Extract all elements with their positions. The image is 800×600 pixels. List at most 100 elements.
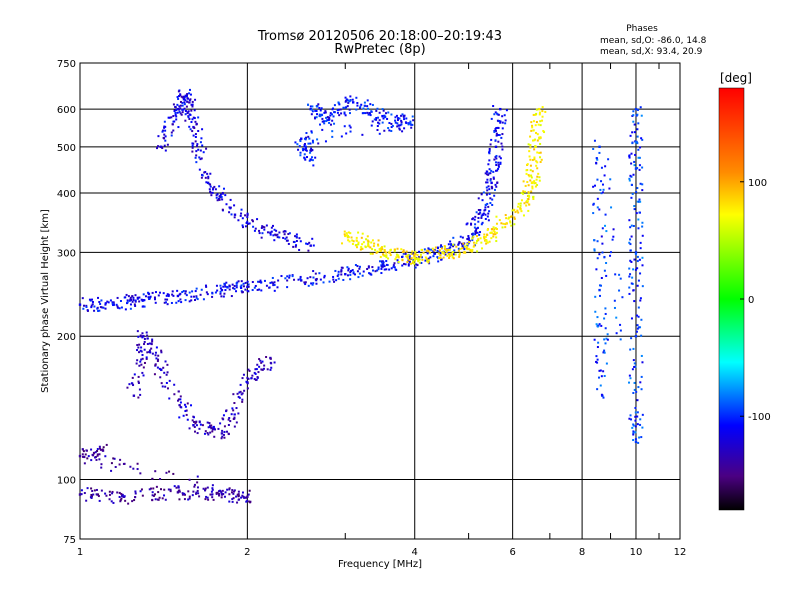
data-point	[383, 114, 386, 117]
data-point	[634, 411, 637, 414]
data-point	[619, 323, 622, 326]
data-point	[411, 115, 414, 118]
data-point	[304, 281, 307, 284]
data-point	[198, 168, 201, 171]
data-point	[188, 117, 191, 120]
data-point	[436, 246, 439, 249]
data-point	[633, 258, 636, 261]
data-point	[474, 230, 477, 233]
data-point	[528, 175, 531, 178]
data-point	[414, 250, 417, 253]
data-point	[120, 306, 123, 309]
data-point	[522, 214, 525, 217]
data-point	[497, 161, 500, 164]
data-point	[347, 267, 350, 270]
data-point	[273, 281, 276, 284]
data-point	[191, 103, 194, 106]
data-point	[193, 127, 196, 130]
data-point	[443, 252, 446, 255]
data-point	[221, 208, 224, 211]
data-point	[397, 261, 400, 264]
data-point	[479, 231, 482, 234]
data-point	[377, 239, 380, 242]
data-point	[408, 255, 411, 258]
data-point	[486, 215, 489, 218]
data-point	[315, 282, 318, 285]
data-point	[510, 215, 513, 218]
data-point	[192, 295, 195, 298]
data-point	[351, 98, 354, 101]
data-point	[315, 279, 318, 282]
data-point	[124, 308, 127, 311]
data-point	[602, 370, 605, 373]
data-point	[200, 176, 203, 179]
data-point	[194, 133, 197, 136]
data-point	[88, 298, 91, 301]
data-point	[245, 380, 248, 383]
data-point	[304, 149, 307, 152]
data-point	[164, 149, 167, 152]
data-point	[355, 239, 358, 242]
data-point	[276, 286, 279, 289]
data-point	[324, 140, 327, 143]
data-point	[633, 362, 636, 365]
data-point	[222, 414, 225, 417]
data-point	[146, 337, 149, 340]
data-point	[310, 156, 313, 159]
data-point	[222, 187, 225, 190]
data-point	[176, 294, 180, 298]
data-point	[495, 132, 498, 135]
data-point	[160, 382, 163, 385]
data-point	[242, 495, 245, 498]
data-point	[499, 162, 502, 165]
data-point	[531, 187, 534, 190]
data-point	[140, 488, 143, 491]
data-point	[418, 258, 421, 261]
data-point	[601, 183, 604, 186]
data-point	[401, 259, 404, 262]
data-point	[231, 407, 234, 410]
data-point	[343, 111, 346, 114]
y-tick-label: 600	[57, 105, 76, 116]
data-point	[309, 151, 312, 154]
data-point	[179, 298, 182, 301]
data-point	[598, 323, 601, 326]
data-point	[270, 366, 273, 369]
data-point	[146, 343, 149, 346]
data-point	[288, 274, 291, 277]
data-point	[409, 120, 412, 123]
data-point	[232, 492, 235, 495]
data-point	[223, 283, 226, 286]
data-point	[637, 122, 640, 125]
data-point	[614, 273, 617, 276]
data-point	[632, 424, 635, 427]
data-point	[397, 256, 400, 259]
data-point	[438, 249, 441, 252]
data-point	[246, 495, 249, 498]
data-point	[215, 491, 218, 494]
data-point	[211, 496, 214, 499]
data-point	[638, 211, 641, 214]
data-point	[159, 376, 162, 379]
data-point	[256, 376, 259, 379]
data-point	[477, 208, 480, 211]
data-point	[312, 244, 315, 247]
data-point	[346, 234, 349, 237]
data-point	[196, 143, 199, 146]
data-point	[337, 101, 340, 104]
data-point	[629, 273, 632, 276]
data-point	[348, 124, 351, 127]
data-point	[180, 113, 183, 116]
data-point	[640, 137, 643, 140]
data-point	[606, 338, 609, 341]
data-point	[90, 459, 93, 462]
data-point	[360, 236, 363, 239]
data-point	[495, 228, 498, 231]
data-point	[139, 393, 142, 396]
data-point	[489, 179, 492, 182]
data-point	[157, 145, 160, 148]
data-point	[219, 284, 222, 287]
data-point	[631, 131, 634, 134]
data-point	[210, 194, 213, 197]
